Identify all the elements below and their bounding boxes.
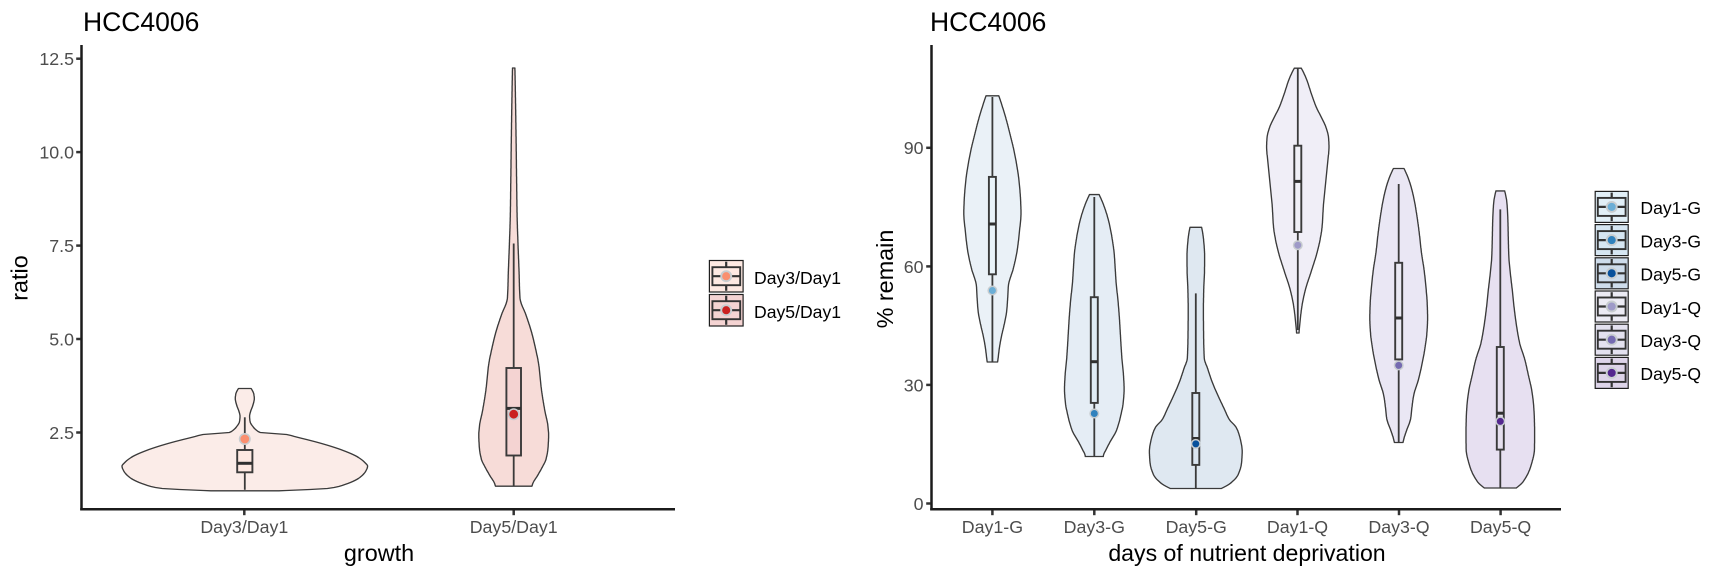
svg-text:% remain: % remain bbox=[872, 230, 898, 329]
svg-text:Day5-G: Day5-G bbox=[1640, 265, 1701, 285]
svg-text:10.0: 10.0 bbox=[39, 143, 74, 163]
svg-text:Day3/Day1: Day3/Day1 bbox=[200, 517, 288, 537]
svg-text:Day1-Q: Day1-Q bbox=[1267, 517, 1328, 537]
svg-text:30: 30 bbox=[904, 375, 924, 395]
svg-text:HCC4006: HCC4006 bbox=[930, 7, 1046, 37]
svg-text:Day3-Q: Day3-Q bbox=[1640, 331, 1701, 351]
svg-text:Day5-Q: Day5-Q bbox=[1470, 517, 1531, 537]
svg-text:90: 90 bbox=[904, 138, 924, 158]
svg-text:60: 60 bbox=[904, 257, 924, 277]
svg-text:Day5-Q: Day5-Q bbox=[1640, 364, 1701, 384]
svg-text:ratio: ratio bbox=[7, 255, 33, 301]
svg-text:Day3-Q: Day3-Q bbox=[1368, 517, 1429, 537]
svg-text:2.5: 2.5 bbox=[49, 423, 74, 443]
svg-text:growth: growth bbox=[344, 540, 414, 566]
svg-text:Day1-G: Day1-G bbox=[1640, 198, 1701, 218]
svg-text:5.0: 5.0 bbox=[49, 329, 74, 349]
svg-text:Day3-G: Day3-G bbox=[1064, 517, 1125, 537]
svg-text:Day3-G: Day3-G bbox=[1640, 231, 1701, 251]
svg-text:Day5/Day1: Day5/Day1 bbox=[754, 302, 841, 322]
svg-text:12.5: 12.5 bbox=[39, 49, 74, 69]
svg-text:days of nutrient deprivation: days of nutrient deprivation bbox=[1108, 540, 1385, 566]
svg-text:7.5: 7.5 bbox=[49, 236, 74, 256]
svg-text:Day1-Q: Day1-Q bbox=[1640, 298, 1701, 318]
svg-text:Day1-G: Day1-G bbox=[962, 517, 1023, 537]
svg-text:Day5/Day1: Day5/Day1 bbox=[470, 517, 558, 537]
svg-text:Day5-G: Day5-G bbox=[1166, 517, 1227, 537]
svg-text:Day3/Day1: Day3/Day1 bbox=[754, 268, 841, 288]
svg-text:HCC4006: HCC4006 bbox=[83, 7, 199, 37]
svg-text:0: 0 bbox=[914, 494, 924, 514]
